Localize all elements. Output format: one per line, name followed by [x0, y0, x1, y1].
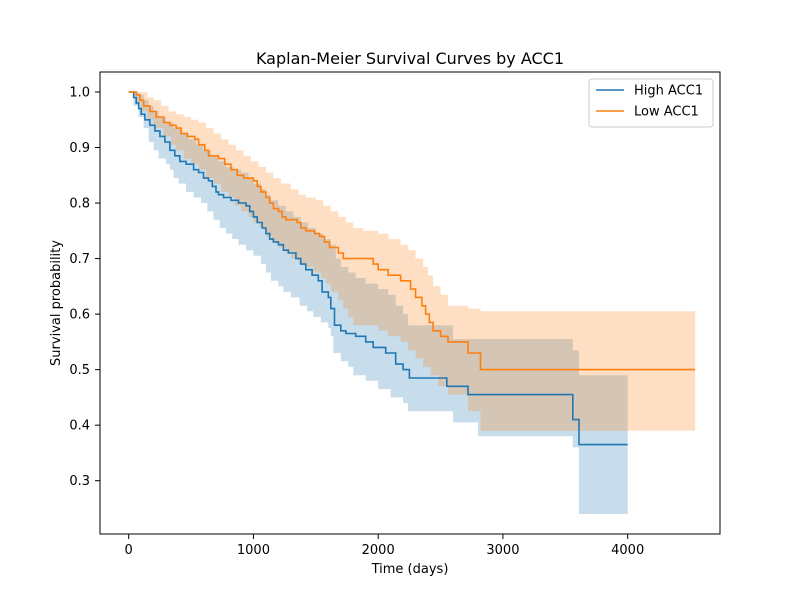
- x-tick-label: 0: [125, 543, 133, 558]
- y-tick-label: 0.8: [69, 197, 90, 212]
- y-tick-label: 0.4: [69, 419, 90, 434]
- high-acc1-survival-line: [128, 91, 628, 446]
- axes-frame: [99, 71, 721, 535]
- x-tick-label: 4000: [611, 543, 644, 558]
- legend-box: [588, 78, 714, 128]
- x-axis-label: Time (days): [371, 562, 449, 577]
- low-acc1-confidence-band: [128, 92, 696, 431]
- y-tick-label: 0.3: [69, 474, 90, 489]
- y-axis: 0.3 0.4 0.5 0.6 0.7 0.8 0.9 1.0: [69, 85, 100, 489]
- x-tick-label: 2000: [362, 543, 395, 558]
- y-tick-label: 0.7: [69, 252, 90, 267]
- legend: High ACC1 Low ACC1: [588, 78, 714, 128]
- y-tick-label: 0.6: [69, 308, 90, 323]
- y-tick-label: 0.5: [69, 363, 90, 378]
- y-axis-label: Survival probability: [49, 240, 64, 366]
- low-acc1-legend-label: Low ACC1: [634, 105, 699, 120]
- low-acc1-survival-line: [128, 91, 696, 371]
- high-acc1-legend-label: High ACC1: [634, 84, 703, 99]
- x-axis: 0 1000 2000 3000 4000: [125, 534, 644, 558]
- y-tick-label: 0.9: [69, 141, 90, 156]
- high-acc1-confidence-band: [128, 92, 628, 514]
- chart-title: Kaplan-Meier Survival Curves by ACC1: [256, 49, 564, 68]
- y-tick-label: 1.0: [69, 85, 90, 100]
- x-tick-label: 1000: [237, 543, 270, 558]
- x-tick-label: 3000: [486, 543, 519, 558]
- plot-area: [128, 91, 696, 514]
